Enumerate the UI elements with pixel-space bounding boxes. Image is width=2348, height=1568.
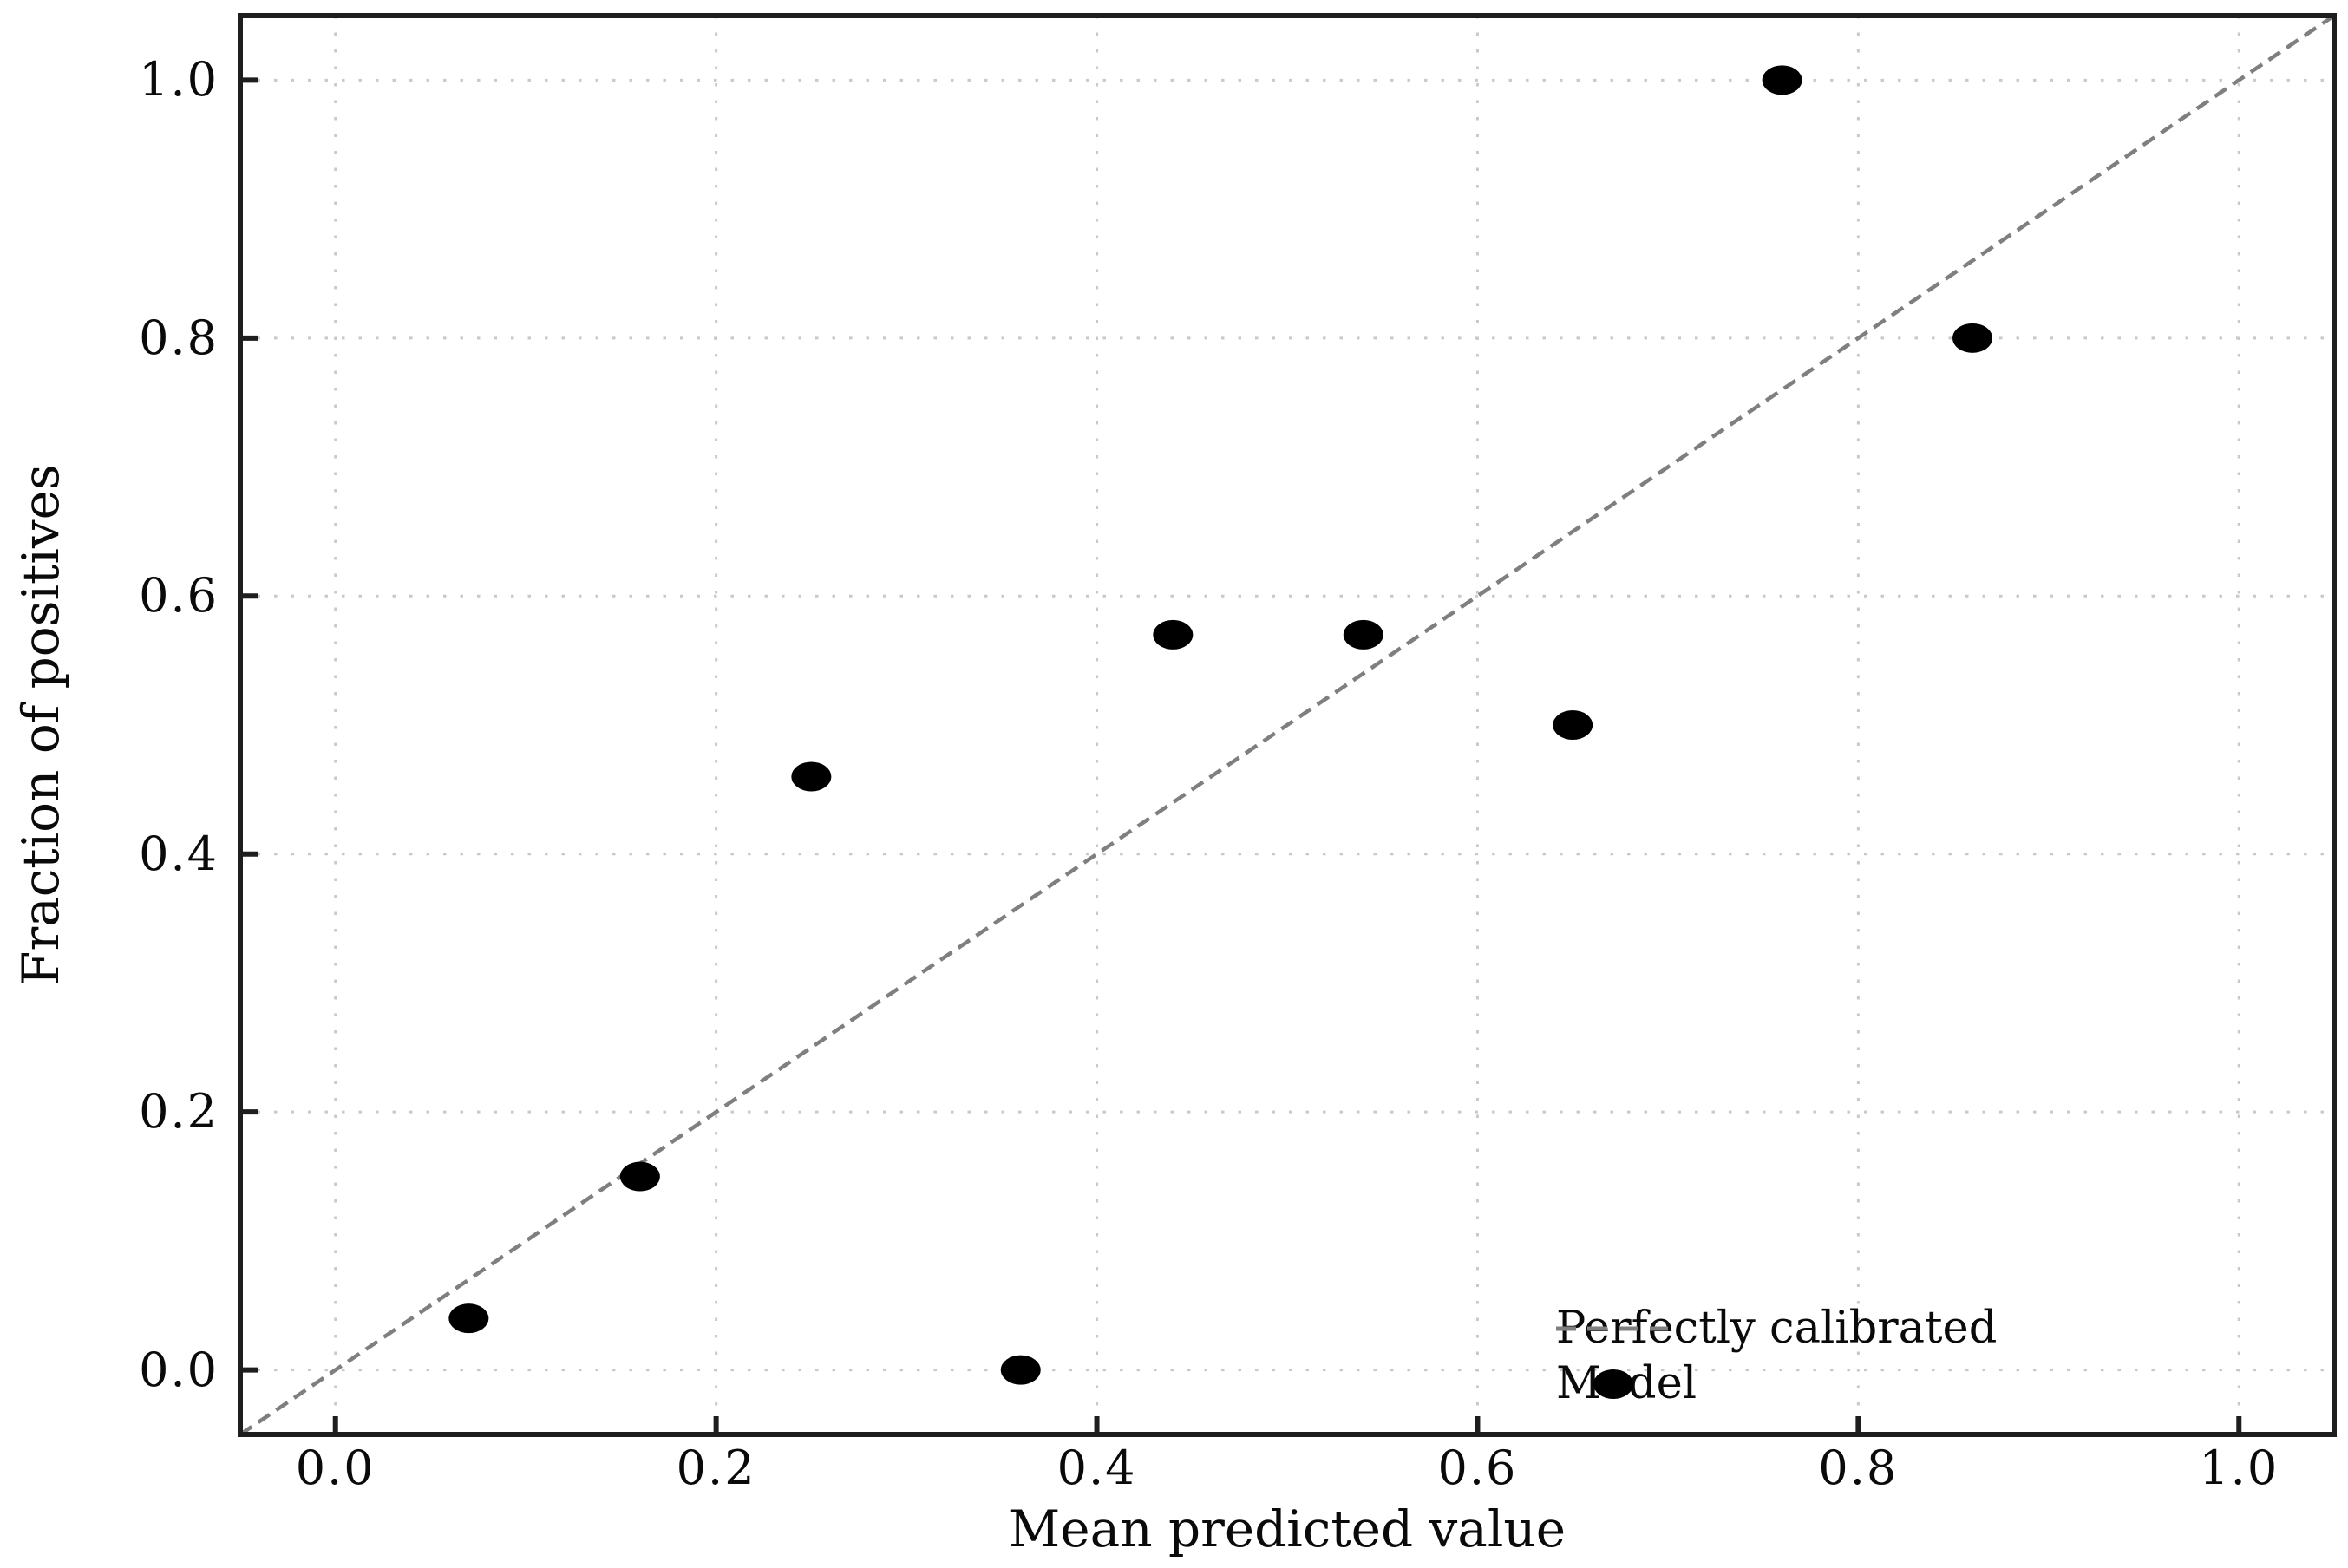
scatter-point [1343,619,1383,650]
scatter-point [1952,323,1993,353]
dashed-line-swatch-icon [1556,1326,1668,1331]
scatter-point [1762,65,1802,95]
scatter-point [619,1161,660,1192]
scatter-point [1153,619,1194,650]
scatter-point [448,1303,489,1334]
y-tick-label: 0.2 [139,1084,219,1140]
y-tick-label: 0.4 [139,826,219,881]
y-tick-label: 1.0 [139,52,219,108]
legend-item-model: Model [1556,1362,1697,1407]
scatter-point [791,761,832,792]
scatter-point [1000,1355,1041,1385]
dot-swatch-icon [1593,1369,1633,1399]
perfectly-calibrated-line [239,14,2336,1436]
x-tick-label: 0.6 [1437,1441,1518,1495]
x-tick-label: 0.8 [1818,1441,1899,1495]
x-tick-label: 0.4 [1056,1441,1137,1495]
plot-border [238,13,2337,1437]
y-tick-label: 0.6 [139,568,219,624]
x-tick-label: 0.2 [676,1441,756,1495]
x-tick-label: 0.0 [295,1441,376,1495]
x-axis-label: Mean predicted value [1008,1499,1566,1558]
x-tick-label: 1.0 [2199,1441,2279,1495]
y-tick-label: 0.0 [139,1342,219,1397]
y-tick-label: 0.8 [139,310,219,365]
legend-item-perfectly-calibrated: Perfectly calibrated [1556,1306,1997,1351]
scatter-point [1553,710,1593,740]
